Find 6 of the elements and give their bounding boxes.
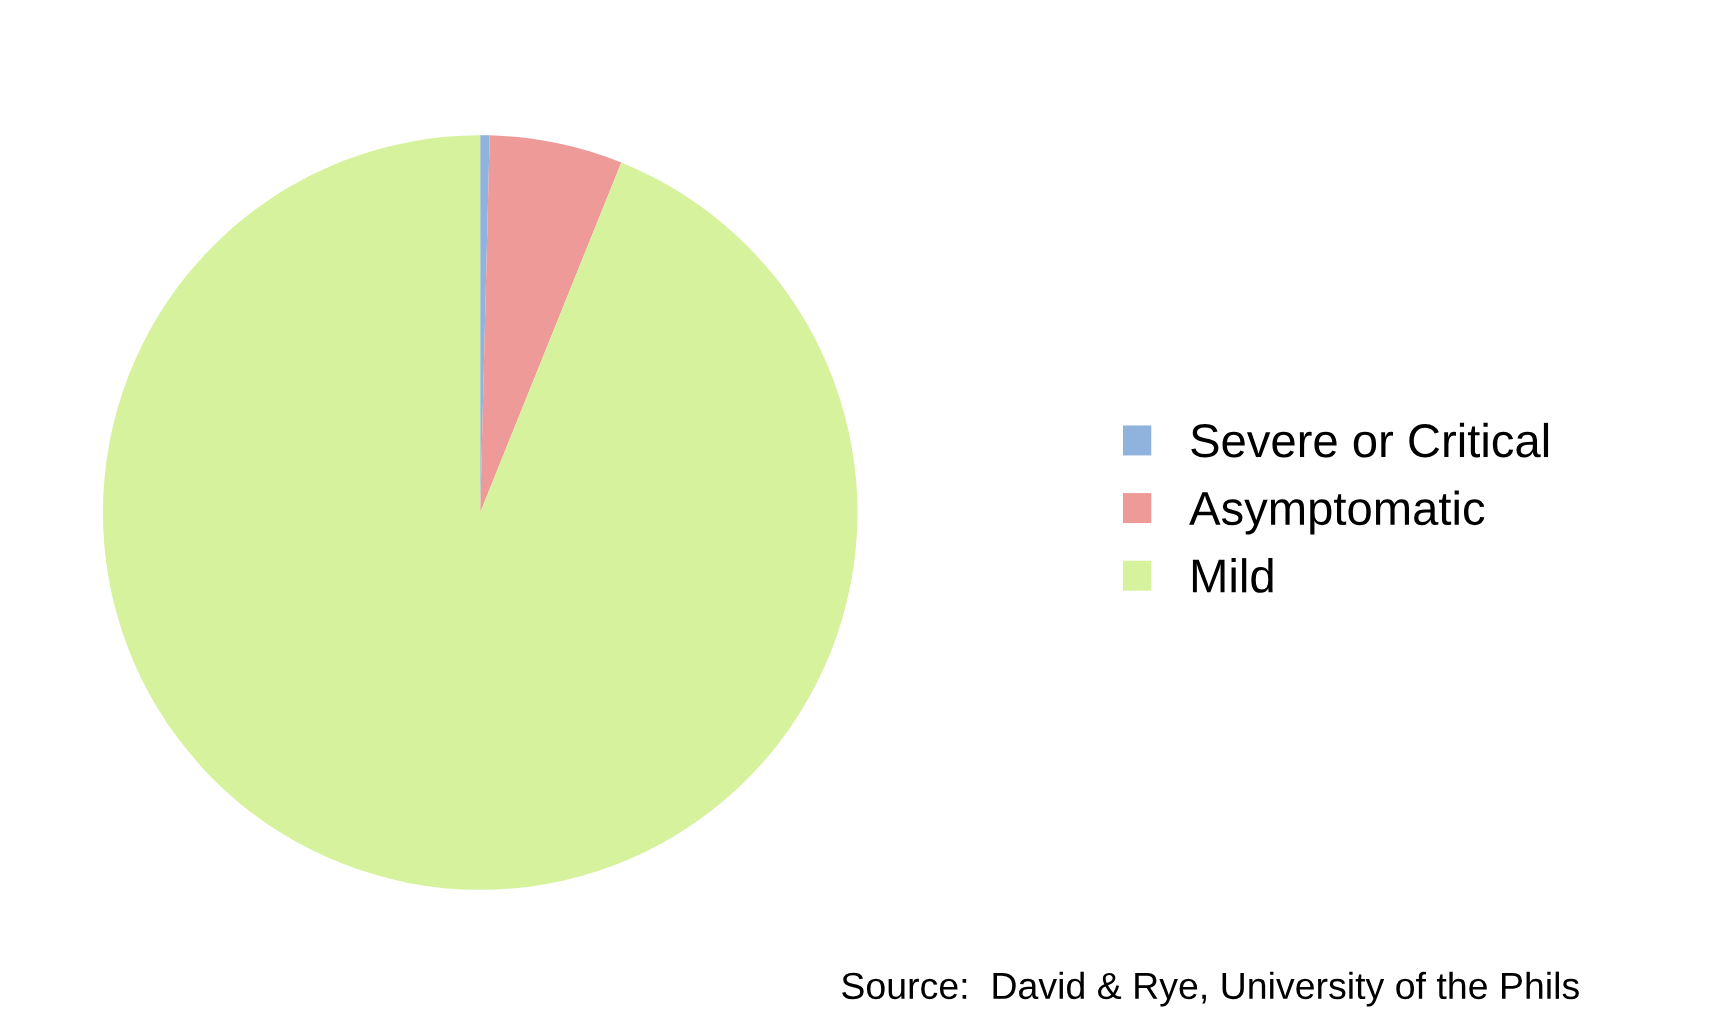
source-note: Source: David & Rye, University of the Phils <box>842 971 1579 1007</box>
pie-slice <box>102 135 858 890</box>
legend-label: Asymptomatic <box>1189 490 1485 535</box>
legend-label: Severe or Critical <box>1191 422 1549 458</box>
legend-label: Mild <box>1192 558 1273 593</box>
pie-slice <box>480 135 622 513</box>
